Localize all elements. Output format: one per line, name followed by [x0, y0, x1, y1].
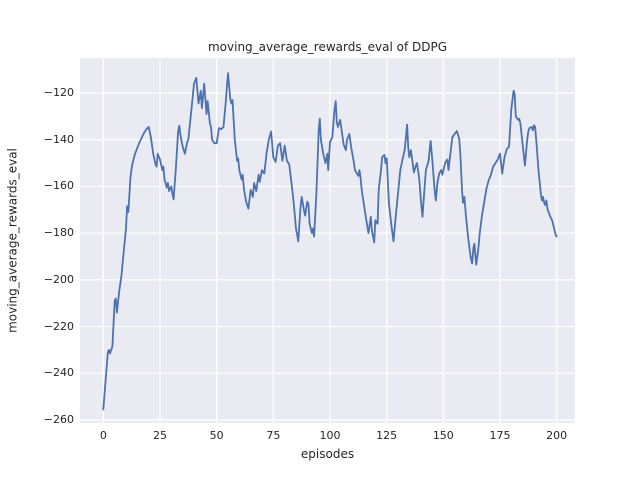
x-tick-label: 0 — [99, 429, 107, 442]
plot-area — [80, 58, 575, 423]
y-tick-label: −120 — [43, 86, 74, 100]
x-tick-label: 150 — [432, 429, 454, 442]
y-axis-label: moving_average_rewards_eval — [5, 148, 20, 333]
x-tick-label: 25 — [153, 429, 167, 442]
x-tick-label: 200 — [546, 429, 568, 442]
y-tick-label: −200 — [43, 272, 74, 286]
x-tick-label: 125 — [376, 429, 398, 442]
y-tick-label: −140 — [43, 132, 74, 146]
y-tick-label: −160 — [43, 179, 74, 193]
y-tick-label: −240 — [43, 366, 74, 380]
y-tick-label: −220 — [43, 319, 74, 333]
x-tick-label: 100 — [319, 429, 341, 442]
x-tick-label: 50 — [209, 429, 224, 442]
data-line — [102, 72, 558, 411]
chart-title: moving_average_rewards_eval of DDPG — [207, 40, 447, 54]
line-chart-canvas — [80, 58, 575, 423]
x-axis-label: episodes — [300, 447, 355, 461]
y-tick-label: −180 — [43, 226, 74, 240]
x-tick-label: 75 — [266, 429, 281, 442]
x-tick-label: 175 — [489, 429, 511, 442]
y-tick-label: −260 — [43, 412, 74, 426]
